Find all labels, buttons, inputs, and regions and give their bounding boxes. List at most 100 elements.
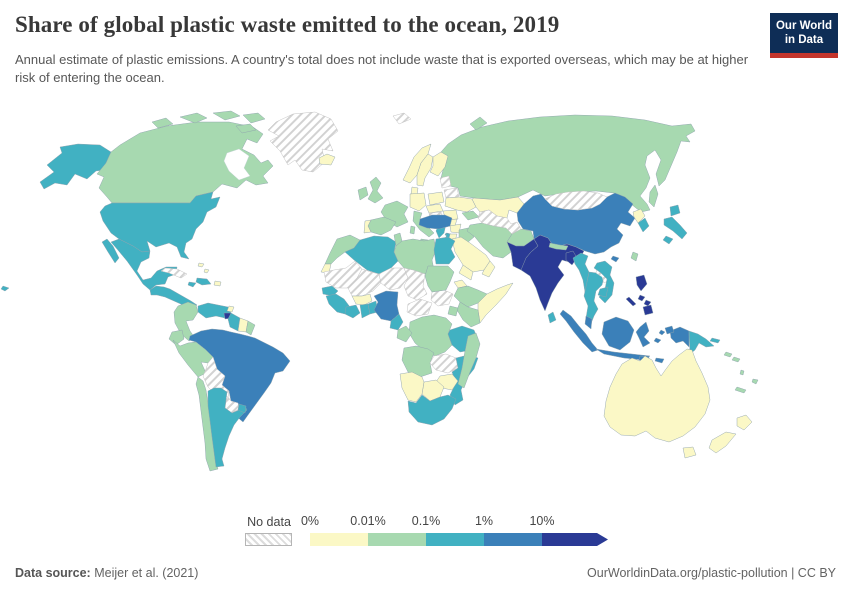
country-north-korea[interactable]	[632, 208, 646, 224]
country-luzon[interactable]	[635, 274, 648, 292]
country-south-africa[interactable]	[407, 394, 457, 426]
country-papua-new-guinea[interactable]	[688, 330, 715, 355]
country-namibia[interactable]	[399, 371, 425, 403]
country-canada-arctic-4[interactable]	[242, 112, 266, 124]
country-south-sudan[interactable]	[430, 289, 454, 307]
country-vietnam[interactable]	[593, 260, 615, 304]
country-sulawesi[interactable]	[635, 321, 651, 348]
country-tasmania[interactable]	[682, 446, 697, 459]
legend-segment-1[interactable]	[310, 533, 368, 546]
country-central-europe[interactable]	[425, 203, 444, 214]
country-belarus[interactable]	[443, 187, 460, 199]
country-canada[interactable]	[96, 121, 274, 204]
country-germany[interactable]	[409, 192, 427, 212]
country-morocco[interactable]	[324, 234, 361, 265]
country-madagascar[interactable]	[457, 332, 481, 389]
country-japan-hokkaido[interactable]	[669, 204, 681, 217]
country-portugal[interactable]	[363, 219, 372, 234]
country-french-guiana[interactable]	[245, 320, 256, 336]
country-visayas-1[interactable]	[637, 294, 646, 302]
country-japan-kyushu[interactable]	[662, 235, 674, 245]
country-nz-south[interactable]	[708, 431, 737, 454]
country-oman[interactable]	[481, 260, 496, 278]
country-ivory-coast[interactable]	[344, 304, 361, 319]
legend-no-data-swatch[interactable]	[245, 533, 292, 546]
country-norway[interactable]	[402, 143, 432, 184]
country-chad[interactable]	[403, 267, 428, 301]
country-cameroon[interactable]	[389, 313, 404, 331]
country-australia[interactable]	[603, 348, 711, 443]
country-hainan[interactable]	[610, 255, 620, 263]
country-finland[interactable]	[429, 151, 449, 177]
country-canada-baffin[interactable]	[235, 123, 257, 134]
country-canada-arctic-1[interactable]	[151, 117, 174, 129]
country-bolivia[interactable]	[202, 356, 230, 398]
country-uganda[interactable]	[447, 305, 459, 317]
country-alaska[interactable]	[39, 143, 113, 190]
country-bahamas-1[interactable]	[197, 262, 205, 268]
country-puerto-rico[interactable]	[213, 280, 222, 287]
country-sumatra[interactable]	[559, 309, 599, 353]
country-senegal[interactable]	[321, 285, 339, 297]
country-borneo[interactable]	[601, 316, 635, 351]
country-malaysia-peninsula[interactable]	[584, 315, 593, 330]
country-burkina-faso[interactable]	[351, 293, 373, 306]
country-barbados[interactable]	[226, 305, 235, 313]
country-angola[interactable]	[401, 345, 435, 378]
country-mexico[interactable]	[110, 238, 178, 291]
country-south-korea[interactable]	[637, 217, 650, 233]
country-japan-honshu[interactable]	[663, 216, 688, 240]
country-new-caledonia[interactable]	[734, 386, 747, 394]
country-united-states[interactable]	[99, 191, 221, 260]
country-zambia[interactable]	[429, 353, 459, 374]
country-argentina[interactable]	[207, 387, 248, 468]
country-uruguay[interactable]	[237, 403, 247, 414]
country-maluku-1[interactable]	[653, 337, 662, 344]
country-fiji[interactable]	[751, 378, 759, 385]
country-palawan[interactable]	[625, 296, 637, 307]
country-cuba[interactable]	[160, 267, 188, 279]
country-nepal[interactable]	[548, 242, 569, 251]
country-novaya-zemlya[interactable]	[469, 116, 488, 131]
country-car[interactable]	[406, 298, 433, 317]
country-baltic-states[interactable]	[439, 175, 452, 189]
country-solomon-1[interactable]	[723, 351, 733, 358]
owid-logo[interactable]: Our World in Data	[770, 13, 838, 58]
country-solomon-2[interactable]	[731, 356, 741, 363]
country-yemen[interactable]	[458, 264, 474, 281]
legend-segment-4[interactable]	[484, 533, 542, 546]
country-sudan[interactable]	[424, 265, 455, 293]
country-canada-arctic-2[interactable]	[179, 112, 208, 124]
legend-segment-3[interactable]	[426, 533, 484, 546]
country-ecuador[interactable]	[168, 329, 185, 346]
country-guyana[interactable]	[227, 312, 241, 332]
country-baja[interactable]	[101, 238, 120, 264]
country-canada-arctic-3[interactable]	[212, 110, 241, 121]
country-congo[interactable]	[396, 325, 413, 343]
country-iceland[interactable]	[318, 153, 336, 166]
country-birds-head[interactable]	[664, 325, 675, 335]
country-turkey[interactable]	[418, 214, 453, 230]
country-niger[interactable]	[378, 267, 409, 291]
country-taiwan[interactable]	[630, 251, 639, 262]
country-bahamas-2[interactable]	[203, 268, 210, 274]
country-lesser-sunda-2[interactable]	[654, 357, 665, 364]
country-chile[interactable]	[195, 376, 219, 472]
country-sri-lanka[interactable]	[547, 311, 557, 324]
country-sakhalin[interactable]	[648, 184, 659, 208]
country-egypt[interactable]	[433, 236, 456, 265]
country-west-papua[interactable]	[669, 326, 690, 348]
country-ireland[interactable]	[357, 186, 369, 201]
country-kenya[interactable]	[456, 301, 481, 328]
country-caucasus[interactable]	[461, 210, 480, 221]
country-mali[interactable]	[347, 268, 382, 297]
country-cambodia[interactable]	[597, 286, 609, 298]
country-maluku-2[interactable]	[658, 329, 666, 336]
country-hispaniola[interactable]	[195, 277, 212, 286]
country-central-asia[interactable]	[477, 209, 522, 235]
country-nigeria[interactable]	[373, 290, 400, 322]
country-sweden[interactable]	[416, 153, 434, 187]
country-somalia[interactable]	[477, 282, 514, 324]
country-hawaii[interactable]	[0, 285, 10, 292]
legend-segment-2[interactable]	[368, 533, 426, 546]
